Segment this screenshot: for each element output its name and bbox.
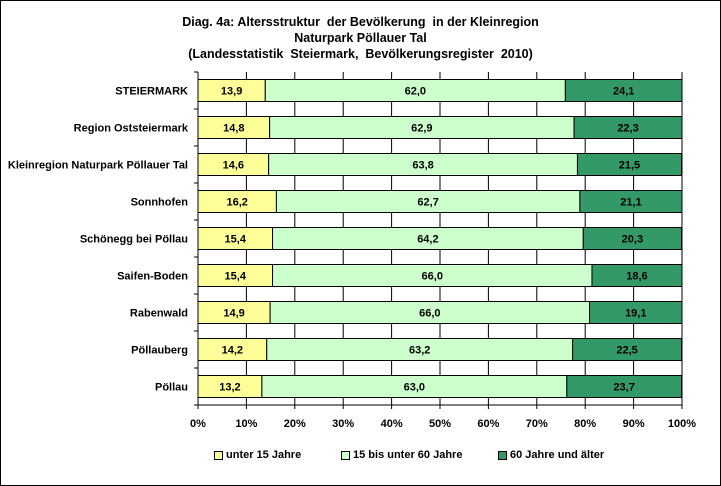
category-label: Rabenwald — [130, 308, 188, 320]
data-label: 63,0 — [404, 382, 425, 394]
x-tick-label: 60% — [477, 418, 499, 430]
bar-segment — [591, 264, 683, 287]
data-label: 14,8 — [223, 123, 244, 135]
x-tick-label: 40% — [381, 418, 403, 430]
data-label: 21,5 — [619, 160, 640, 172]
bar-segment — [576, 153, 683, 176]
legend-label: unter 15 Jahre — [226, 449, 302, 461]
data-label: 62,9 — [411, 123, 432, 135]
bar-segment — [582, 227, 683, 250]
category-label: STEIERMARK — [115, 86, 188, 98]
chart-title-line-2: Naturpark Pöllauer Tal — [294, 31, 427, 45]
x-tick-label: 100% — [668, 418, 696, 430]
category-label: Pöllau — [155, 382, 188, 394]
data-label: 24,1 — [613, 86, 634, 98]
x-tick-label: 20% — [284, 418, 306, 430]
data-label: 64,2 — [417, 234, 438, 246]
category-label: Region Oststeiermark — [74, 123, 189, 135]
category-label: Kleinregion Naturpark Pöllauer Tal — [8, 160, 188, 172]
chart-title-line-3: (Landesstatistik Steiermark, Bevölkerung… — [188, 47, 533, 61]
category-label: Pöllauberg — [131, 345, 188, 357]
legend-label: 15 bis unter 60 Jahre — [353, 449, 463, 461]
data-label: 66,0 — [422, 271, 443, 283]
category-label: Sonnhofen — [131, 197, 189, 209]
legend-swatch — [214, 450, 223, 460]
data-label: 21,1 — [620, 197, 641, 209]
chart-title-line-1: Diag. 4a: Altersstruktur der Bevölkerung… — [182, 15, 539, 29]
bar-segment — [566, 375, 683, 398]
legend-item: 15 bis unter 60 Jahre — [341, 449, 462, 461]
bar-segment — [579, 190, 683, 213]
data-label: 19,1 — [625, 308, 646, 320]
legend-label: 60 Jahre und älter — [510, 449, 605, 461]
data-label: 14,9 — [223, 308, 244, 320]
bar-segment — [572, 338, 683, 361]
category-label: Saifen-Boden — [117, 271, 188, 283]
data-label: 22,3 — [617, 123, 638, 135]
data-label: 18,6 — [626, 271, 647, 283]
bar-segment — [589, 301, 683, 324]
legend-swatch — [341, 450, 350, 460]
x-tick-label: 90% — [623, 418, 645, 430]
category-label: Schönegg bei Pöllau — [80, 234, 188, 246]
data-label: 14,2 — [222, 345, 243, 357]
x-tick-label: 70% — [526, 418, 548, 430]
x-tick-label: 50% — [429, 418, 451, 430]
x-tick-label: 30% — [332, 418, 354, 430]
bar-segment — [564, 79, 683, 102]
x-tick-label: 80% — [574, 418, 596, 430]
data-label: 16,2 — [226, 197, 247, 209]
data-label: 13,2 — [219, 382, 240, 394]
data-label: 62,0 — [405, 86, 426, 98]
data-label: 14,6 — [223, 160, 244, 172]
x-tick-label: 0% — [190, 418, 206, 430]
bar-segment — [573, 116, 683, 139]
data-label: 63,2 — [409, 345, 430, 357]
data-label: 20,3 — [622, 234, 643, 246]
data-label: 23,7 — [613, 382, 634, 394]
legend: unter 15 Jahre 15 bis unter 60 Jahre 60 Ja… — [0, 449, 721, 463]
x-tick-label: 10% — [235, 418, 257, 430]
chart-title: Diag. 4a: Altersstruktur der Bevölkerung… — [0, 14, 721, 62]
legend-item: unter 15 Jahre — [214, 449, 301, 461]
data-label: 22,5 — [616, 345, 637, 357]
data-label: 66,0 — [419, 308, 440, 320]
legend-item: 60 Jahre und älter — [498, 449, 604, 461]
data-label: 63,8 — [412, 160, 433, 172]
data-label: 15,4 — [225, 234, 247, 246]
data-label: 62,7 — [417, 197, 438, 209]
data-label: 15,4 — [225, 271, 247, 283]
legend-swatch — [498, 450, 507, 460]
stacked-bar-chart: 0% 10% 20% 30% 40% 50% 60% 70% 80% 90% 100% STEIERM… — [8, 71, 696, 430]
data-label: 13,9 — [221, 86, 242, 98]
